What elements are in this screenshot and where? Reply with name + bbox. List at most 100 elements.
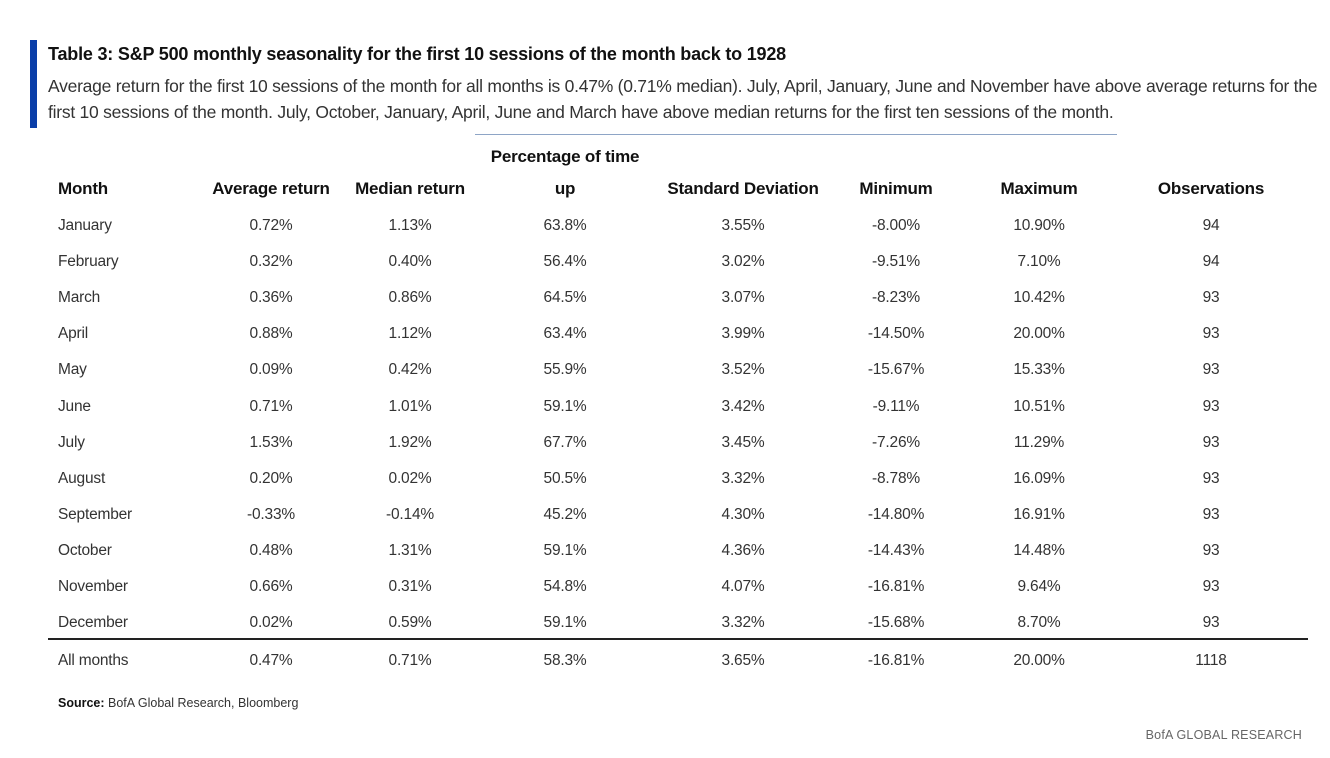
cell-avg: 1.53% — [249, 434, 293, 451]
header-average-return: Average return — [212, 179, 330, 198]
cell-month: November — [58, 578, 128, 595]
header-observations: Observations — [1157, 179, 1265, 198]
cell-std: 4.07% — [721, 578, 765, 595]
cell-std: 3.32% — [721, 470, 765, 487]
cell-obs: 93 — [1202, 325, 1220, 342]
cell-avg: 0.47% — [249, 652, 293, 669]
cell-month: June — [58, 398, 91, 415]
cell-avg: 0.71% — [249, 398, 293, 415]
cell-max: 7.10% — [1017, 253, 1061, 270]
cell-std: 3.45% — [721, 434, 765, 451]
cell-median: 0.71% — [388, 652, 432, 669]
cell-median: 1.13% — [388, 217, 432, 234]
cell-avg: 0.72% — [249, 217, 293, 234]
cell-median: 0.40% — [388, 253, 432, 270]
table-title: Table 3: S&P 500 monthly seasonality for… — [48, 44, 786, 64]
cell-month: September — [58, 506, 133, 523]
cell-median: 1.12% — [388, 325, 432, 342]
cell-avg: 0.32% — [249, 253, 293, 270]
cell-month: December — [58, 614, 128, 631]
cell-max: 15.33% — [1013, 361, 1065, 378]
cell-month: May — [58, 361, 87, 378]
cell-std: 4.36% — [721, 542, 765, 559]
cell-min: -15.68% — [867, 614, 925, 631]
cell-std: 4.30% — [721, 506, 765, 523]
cell-min: -8.00% — [872, 217, 920, 234]
header-month: Month — [58, 179, 108, 198]
cell-median: -0.14% — [386, 506, 434, 523]
cell-pct-up: 58.3% — [543, 652, 587, 669]
cell-median: 1.92% — [388, 434, 432, 451]
cell-obs: 93 — [1202, 361, 1220, 378]
cell-max: 8.70% — [1017, 614, 1061, 631]
cell-month: February — [58, 253, 119, 270]
cell-max: 16.91% — [1013, 506, 1065, 523]
cell-min: -16.81% — [867, 578, 925, 595]
cell-min: -15.67% — [867, 361, 925, 378]
cell-avg: -0.33% — [247, 506, 295, 523]
cell-avg: 0.02% — [249, 614, 293, 631]
brand-footer: BofA GLOBAL RESEARCH — [1145, 728, 1302, 742]
cell-obs: 93 — [1202, 398, 1220, 415]
cell-min: -14.80% — [867, 506, 925, 523]
cell-max: 20.00% — [1013, 325, 1065, 342]
cell-month: October — [58, 542, 112, 559]
cell-avg: 0.09% — [249, 361, 293, 378]
cell-obs: 93 — [1202, 614, 1220, 631]
header-minimum: Minimum — [859, 179, 933, 198]
total-divider — [48, 638, 1308, 640]
cell-avg: 0.88% — [249, 325, 293, 342]
cell-obs: 94 — [1202, 253, 1220, 270]
table-subtitle: Average return for the first 10 sessions… — [48, 76, 1318, 122]
cell-std: 3.55% — [721, 217, 765, 234]
cell-median: 0.86% — [388, 289, 432, 306]
cell-min: -8.23% — [872, 289, 920, 306]
header-maximum: Maximum — [1000, 179, 1078, 198]
cell-obs: 94 — [1202, 217, 1220, 234]
cell-pct-up: 67.7% — [543, 434, 587, 451]
cell-obs: 1118 — [1195, 652, 1227, 669]
cell-max: 10.90% — [1013, 217, 1065, 234]
cell-pct-up: 54.8% — [543, 578, 587, 595]
cell-median: 1.31% — [388, 542, 432, 559]
cell-min: -16.81% — [867, 652, 925, 669]
source-label: Source: — [58, 696, 105, 710]
header-percentage-up-line2: up — [554, 179, 576, 198]
header-standard-deviation: Standard Deviation — [667, 179, 819, 198]
cell-min: -9.51% — [872, 253, 920, 270]
cell-avg: 0.66% — [249, 578, 293, 595]
cell-avg: 0.36% — [249, 289, 293, 306]
cell-month: August — [58, 470, 106, 487]
header-percentage-up-line1: Percentage of time — [490, 147, 640, 166]
cell-pct-up: 59.1% — [543, 614, 587, 631]
cell-month: April — [58, 325, 89, 342]
cell-pct-up: 56.4% — [543, 253, 587, 270]
cell-max: 16.09% — [1013, 470, 1065, 487]
source-text: BofA Global Research, Bloomberg — [104, 696, 299, 710]
cell-obs: 93 — [1202, 470, 1220, 487]
cell-pct-up: 45.2% — [543, 506, 587, 523]
cell-pct-up: 63.4% — [543, 325, 587, 342]
cell-max: 9.64% — [1017, 578, 1061, 595]
cell-pct-up: 55.9% — [543, 361, 587, 378]
cell-max: 20.00% — [1013, 652, 1065, 669]
cell-pct-up: 64.5% — [543, 289, 587, 306]
cell-obs: 93 — [1202, 578, 1220, 595]
cell-avg: 0.20% — [249, 470, 293, 487]
cell-std: 3.42% — [721, 398, 765, 415]
header-median-return: Median return — [355, 179, 465, 198]
cell-median: 0.02% — [388, 470, 432, 487]
cell-min: -9.11% — [872, 398, 920, 415]
cell-std: 3.32% — [721, 614, 765, 631]
cell-pct-up: 59.1% — [543, 542, 587, 559]
cell-min: -8.78% — [872, 470, 920, 487]
cell-obs: 93 — [1202, 434, 1220, 451]
cell-min: -14.43% — [867, 542, 925, 559]
cell-median: 0.59% — [388, 614, 432, 631]
cell-pct-up: 50.5% — [543, 470, 587, 487]
cell-month: March — [58, 289, 101, 306]
cell-obs: 93 — [1202, 506, 1220, 523]
cell-avg: 0.48% — [249, 542, 293, 559]
cell-min: -7.26% — [872, 434, 920, 451]
cell-std: 3.07% — [721, 289, 765, 306]
